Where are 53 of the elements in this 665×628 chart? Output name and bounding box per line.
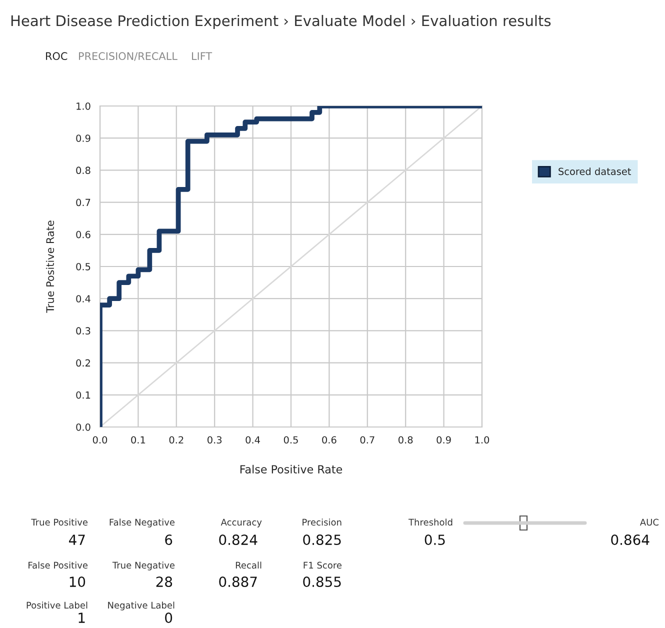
y-tick-label: 0.1: [76, 391, 90, 399]
x-tick-label: 0.3: [208, 436, 222, 444]
text: 0.887: [219, 576, 257, 588]
text: Threshold: [408, 518, 452, 526]
text: True Positive: [31, 518, 88, 526]
text: LIFT: [192, 52, 212, 60]
text: AUC: [640, 518, 659, 526]
x-tick-label: 0.8: [398, 436, 413, 444]
text: False Negative: [110, 518, 175, 528]
text: 0.5: [424, 534, 445, 546]
x-tick-label: 1.0: [475, 436, 490, 444]
y-tick-label: 0.4: [76, 295, 90, 302]
chart-title: Heart Disease Prediction Experiment › Evaluate Model › Evaluation results: [11, 14, 551, 30]
x-tick-label: 0.6: [322, 436, 336, 444]
text: 47: [69, 534, 85, 545]
text: 0.855: [303, 576, 341, 588]
y-axis-title: True Positive Rate: [46, 220, 54, 313]
x-tick-label: 0.9: [436, 436, 451, 444]
y-tick-label: 0.9: [76, 134, 90, 142]
text: ROC: [46, 52, 68, 60]
text: 0.825: [303, 534, 341, 546]
x-tick-label: 0.2: [169, 436, 184, 444]
text: Recall: [236, 562, 262, 569]
y-tick-label: 0.6: [76, 230, 90, 238]
y-tick-label: 1.0: [76, 102, 90, 110]
text: Positive Label: [26, 602, 88, 609]
text: Precision: [302, 518, 342, 526]
text: 0: [165, 612, 172, 624]
text: Negative Label: [108, 602, 174, 610]
x-tick-label: 0.0: [92, 436, 108, 444]
text: 0.864: [611, 534, 650, 546]
x-tick-label: 0.4: [246, 436, 260, 444]
y-tick-label: 0.5: [76, 262, 90, 270]
x-tick-label: 0.1: [131, 436, 146, 444]
text: Accuracy: [220, 518, 262, 528]
x-axis-title: False Positive Rate: [240, 464, 342, 474]
text: 0.824: [219, 534, 258, 546]
y-tick-label: 0.8: [76, 166, 90, 174]
text: PRECISION/RECALL: [79, 52, 178, 61]
text: True Negative: [112, 562, 175, 570]
text: False Positive: [28, 562, 88, 569]
text: 10: [70, 576, 86, 588]
text: 28: [156, 576, 172, 588]
text: F1 Score: [304, 562, 342, 569]
y-tick-label: 0.3: [76, 327, 90, 335]
text: 1: [78, 612, 85, 623]
y-tick-label: 0.7: [76, 198, 90, 206]
y-tick-label: 0.0: [76, 423, 90, 431]
legend-label: Scored dataset: [558, 168, 631, 176]
text: 6: [165, 534, 172, 546]
x-tick-label: 0.7: [360, 436, 374, 444]
x-tick-label: 0.5: [284, 436, 298, 444]
y-tick-label: 0.2: [76, 359, 90, 367]
